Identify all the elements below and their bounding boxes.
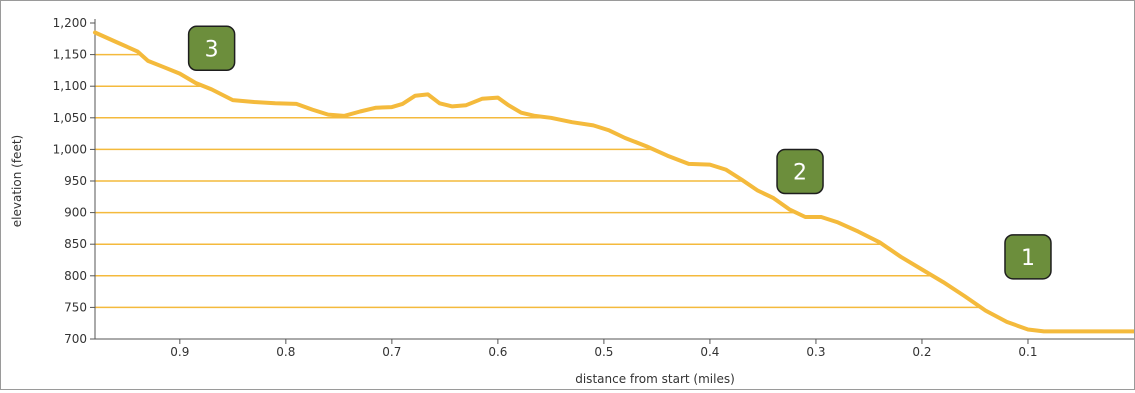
elevation-profile-line — [93, 30, 1135, 334]
y-tick-label-1050: 1,050 — [53, 111, 87, 125]
x-tick-label-0.5: 0.5 — [594, 345, 613, 359]
waypoint-marker-3: 3 — [187, 25, 236, 72]
x-tick-label-0.7: 0.7 — [382, 345, 401, 359]
waypoint-marker-box-3 — [187, 25, 236, 72]
marker-layer: 3 2 1 — [187, 25, 1052, 280]
y-tick-label-700: 700 — [64, 332, 87, 346]
x-tick-label-0.2: 0.2 — [912, 345, 931, 359]
y-tick-label-850: 850 — [64, 237, 87, 251]
y-tick-label-1200: 1,200 — [53, 16, 87, 30]
waypoint-marker-box-1 — [1004, 234, 1052, 280]
x-tick-layer: 0.9 0.8 0.7 0.6 0.5 0.4 0.3 0.2 0.1 — [170, 339, 1038, 359]
y-axis-label: elevation (feet) — [10, 135, 24, 227]
waypoint-marker-label-2: 2 — [793, 161, 807, 186]
grid-layer — [95, 53, 981, 309]
y-tick-label-800: 800 — [64, 269, 87, 283]
y-tick-label-750: 750 — [64, 300, 87, 314]
waypoint-marker-1: 1 — [1004, 234, 1052, 280]
x-tick-label-0.1: 0.1 — [1018, 345, 1037, 359]
y-tick-label-950: 950 — [64, 174, 87, 188]
y-tick-label-1000: 1,000 — [53, 142, 87, 156]
x-tick-label-0.8: 0.8 — [276, 345, 295, 359]
x-tick-label-0.3: 0.3 — [806, 345, 825, 359]
x-tick-label-0.4: 0.4 — [700, 345, 719, 359]
y-tick-layer: 700 750 800 850 900 950 1,000 1,050 1,100 1,150 1,… — [53, 16, 95, 346]
waypoint-marker-2: 2 — [776, 148, 824, 195]
x-tick-label-0.6: 0.6 — [488, 345, 507, 359]
x-axis-label: distance from start (miles) — [575, 372, 735, 386]
y-tick-label-900: 900 — [64, 206, 87, 220]
y-tick-label-1100: 1,100 — [53, 79, 87, 93]
y-tick-label-1150: 1,150 — [53, 48, 87, 62]
waypoint-marker-label-1: 1 — [1021, 246, 1035, 271]
x-tick-label-0.9: 0.9 — [170, 345, 189, 359]
waypoint-marker-box-2 — [776, 148, 824, 195]
waypoint-marker-label-3: 3 — [205, 37, 219, 62]
